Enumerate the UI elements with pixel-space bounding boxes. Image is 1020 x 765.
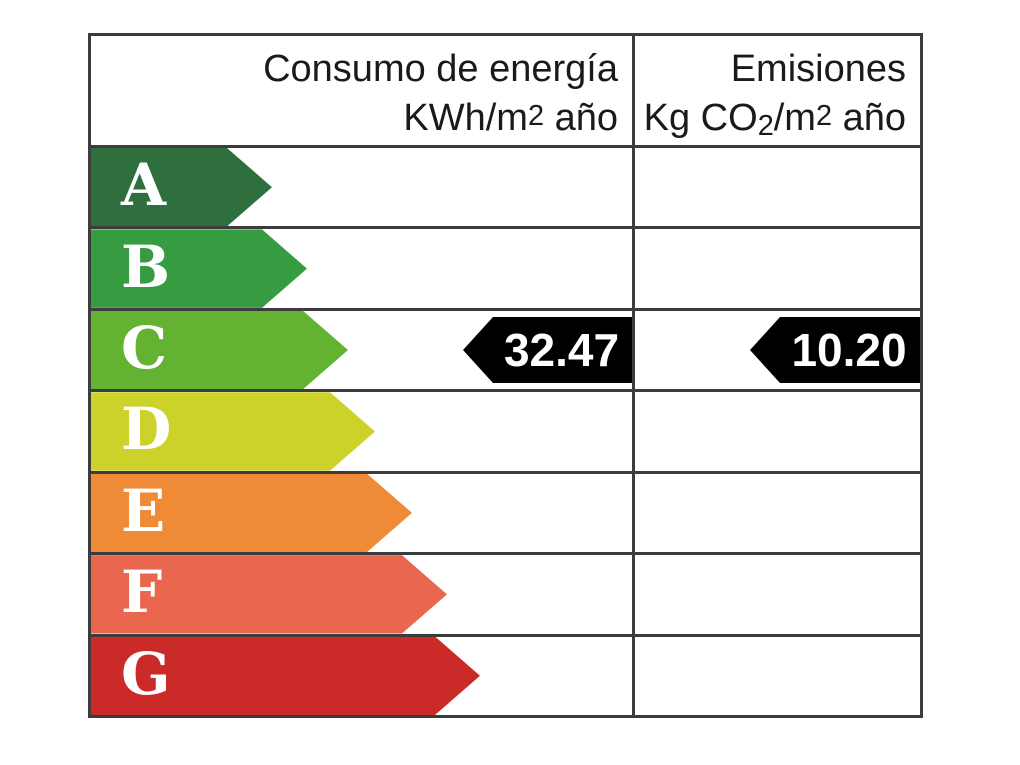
rating-band-f: F: [91, 555, 447, 633]
rating-letter-c: C: [121, 314, 168, 383]
rating-band-c: C: [91, 311, 348, 389]
rating-row-g: G: [91, 636, 920, 715]
rating-row-c-consumption-cell: C 32.47: [91, 310, 635, 390]
rating-letter-g: G: [121, 639, 171, 708]
rating-row-g-emissions-cell: [635, 637, 920, 715]
rating-row-d: D: [91, 392, 920, 474]
rating-row-a-emissions-cell: [635, 148, 920, 226]
consumption-value: 32.47: [503, 324, 620, 377]
rating-band-a: A: [91, 148, 272, 226]
consumption-column-header: Consumo de energía KWh/m2 año: [91, 36, 635, 145]
rating-row-e: E: [91, 473, 920, 556]
emissions-column-header: Emisiones Kg CO2/m2 año: [635, 36, 920, 145]
rating-row-e-emissions-cell: [635, 474, 920, 552]
rating-row-d-emissions-cell: [635, 392, 920, 470]
rating-row-f: F: [91, 555, 920, 637]
consumption-value-arrow: 32.47: [463, 317, 632, 384]
rating-row-c-emissions-cell: 10.20: [635, 311, 920, 389]
rating-row-c: C 32.47 10.20: [91, 310, 920, 393]
emissions-header-line2: Kg CO2/m2 año: [643, 97, 906, 143]
rating-table: Consumo de energía KWh/m2 año Emisiones …: [88, 33, 923, 718]
rating-band-d: D: [91, 392, 375, 470]
rating-band-e: E: [91, 474, 412, 552]
co2-subscript: 2: [757, 110, 774, 143]
rating-row-b-emissions-cell: [635, 229, 920, 307]
rating-row-g-consumption-cell: G: [91, 636, 635, 715]
rating-letter-e: E: [121, 476, 166, 545]
rating-row-a-consumption-cell: A: [91, 148, 635, 227]
rating-row-e-consumption-cell: E: [91, 473, 635, 553]
rating-band-g: G: [91, 637, 480, 715]
consumption-header-line1: Consumo de energía: [263, 48, 618, 90]
rating-row-f-emissions-cell: [635, 555, 920, 633]
squared-exponent: 2: [527, 100, 545, 132]
rating-letter-d: D: [121, 395, 172, 464]
rating-letter-b: B: [121, 232, 171, 301]
rating-row-a: A: [91, 148, 920, 230]
rating-row-b-consumption-cell: B: [91, 229, 635, 308]
rating-band-b: B: [91, 229, 307, 307]
rating-row-b: B: [91, 229, 920, 311]
emissions-value-arrow: 10.20: [750, 317, 920, 384]
rating-letter-a: A: [121, 151, 167, 220]
consumption-header-line2: KWh/m2 año: [403, 97, 618, 140]
squared-exponent: 2: [815, 100, 833, 132]
table-header-row: Consumo de energía KWh/m2 año Emisiones …: [91, 36, 920, 148]
rating-row-f-consumption-cell: F: [91, 555, 635, 634]
emissions-header-line1: Emisiones: [730, 48, 906, 90]
emissions-value: 10.20: [791, 324, 907, 377]
rating-row-d-consumption-cell: D: [91, 392, 635, 471]
rating-letter-f: F: [121, 558, 163, 627]
